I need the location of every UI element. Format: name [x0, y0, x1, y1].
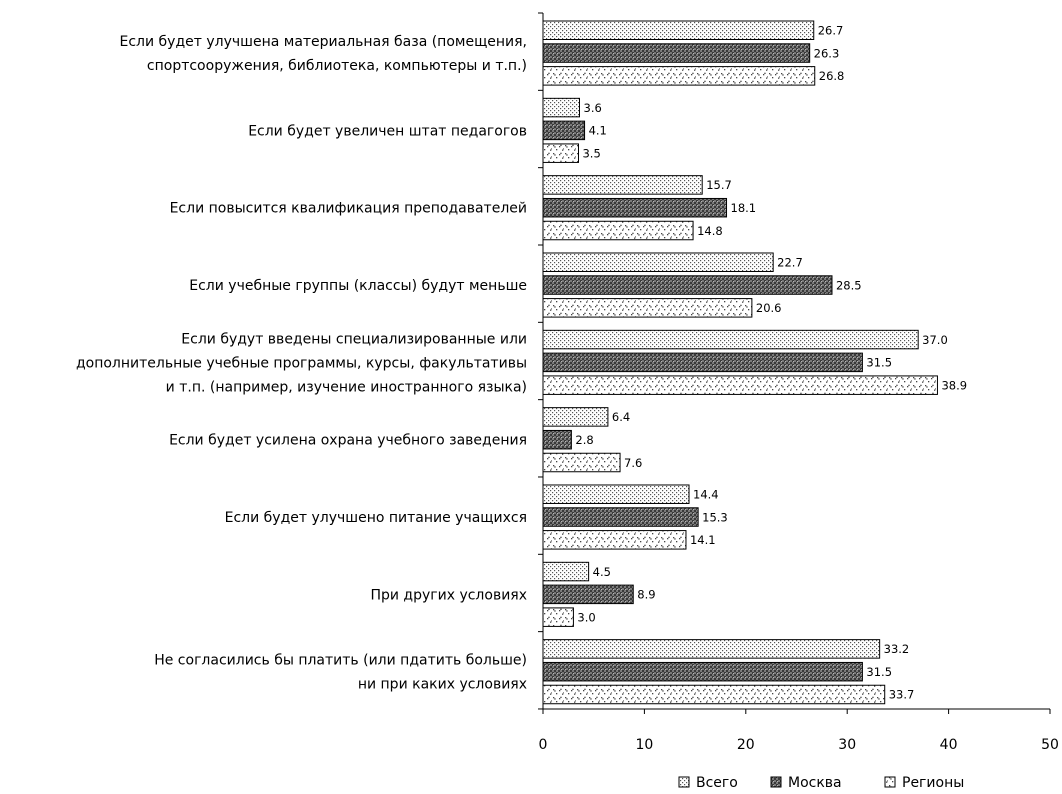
bar-regiony	[542, 452, 621, 473]
bar-vsego	[542, 329, 919, 350]
bar-regiony	[542, 143, 579, 163]
bar-regiony	[542, 220, 694, 241]
category-label: При других условиях	[370, 587, 527, 603]
bar-moskva	[542, 275, 833, 295]
category-label: Если будет улучшено питание учащихся	[225, 510, 527, 526]
bar-value-label: 15.3	[702, 510, 728, 524]
x-tick-label: 50	[1041, 737, 1059, 753]
bar-regiony	[542, 530, 687, 550]
x-tick-label: 0	[539, 737, 548, 753]
category-label: Если учебные группы (классы) будут меньш…	[189, 278, 527, 294]
legend-swatch	[678, 776, 690, 788]
bar-value-label: 14.8	[697, 224, 723, 238]
bar-value-label: 33.2	[884, 642, 910, 656]
bar-value-label: 14.1	[690, 533, 716, 547]
bar-value-label: 33.7	[889, 688, 915, 702]
category-label: Если будет улучшена материальная база (п…	[120, 34, 528, 74]
bar-value-label: 22.7	[777, 255, 803, 269]
bar-value-label: 37.0	[922, 333, 948, 347]
bar-value-label: 26.8	[819, 69, 845, 83]
bar-regiony	[542, 607, 574, 627]
bar-value-label: 2.8	[575, 433, 593, 447]
bar-value-label: 38.9	[941, 378, 967, 392]
bar-value-label: 3.5	[582, 146, 600, 160]
bar-moskva	[542, 43, 811, 63]
bar-vsego	[542, 97, 580, 118]
bar-value-label: 28.5	[836, 278, 862, 292]
bar-value-label: 4.1	[589, 124, 607, 138]
bar-moskva	[542, 197, 728, 218]
x-tick-label: 40	[940, 737, 958, 753]
legend-label: Москва	[788, 775, 842, 791]
category-label: Не согласились бы платить (или пдатить б…	[154, 653, 527, 693]
bar-value-label: 3.0	[577, 610, 595, 624]
bar-vsego	[542, 407, 609, 427]
bar-value-label: 18.1	[731, 201, 757, 215]
bar-value-label: 4.5	[593, 565, 611, 579]
category-label: Если будут введены специализированные ил…	[76, 331, 527, 395]
bar-vsego	[542, 252, 774, 272]
bar-value-label: 8.9	[637, 588, 655, 602]
bar-value-label: 26.7	[818, 24, 844, 38]
x-tick-label: 30	[838, 737, 856, 753]
bar-regiony	[542, 298, 753, 318]
x-tick-label: 20	[737, 737, 755, 753]
legend-swatch	[770, 776, 782, 788]
legend-label: Всего	[696, 775, 738, 791]
bar-moskva	[542, 120, 586, 141]
bar-moskva	[542, 429, 572, 450]
bar-value-label: 26.3	[814, 46, 840, 60]
bar-value-label: 20.6	[756, 301, 782, 315]
bar-value-label: 31.5	[866, 356, 892, 370]
bar-regiony	[542, 684, 886, 705]
bar-value-label: 31.5	[866, 665, 892, 679]
category-label: Если будет усилена охрана учебного завед…	[169, 433, 527, 449]
bar-vsego	[542, 561, 590, 582]
bar-regiony	[542, 66, 816, 86]
bar-value-label: 15.7	[706, 178, 732, 192]
bar-value-label: 7.6	[624, 456, 642, 470]
bar-value-label: 3.6	[584, 101, 602, 115]
bar-value-label: 14.4	[693, 487, 719, 501]
bar-value-label: 6.4	[612, 410, 630, 424]
bar-vsego	[542, 175, 703, 195]
bar-vsego	[542, 20, 815, 40]
bar-moskva	[542, 584, 634, 605]
bar-vsego	[542, 484, 690, 504]
bar-moskva	[542, 661, 863, 682]
bar-moskva	[542, 507, 699, 527]
bar-moskva	[542, 352, 863, 373]
bar-vsego	[542, 639, 881, 659]
category-label: Если повысится квалификация преподавател…	[170, 201, 527, 217]
legend-swatch	[884, 776, 896, 788]
category-label: Если будет увеличен штат педагогов	[248, 123, 527, 139]
x-tick-label: 10	[635, 737, 653, 753]
bar-regiony	[542, 375, 938, 395]
legend-label: Регионы	[902, 775, 964, 791]
